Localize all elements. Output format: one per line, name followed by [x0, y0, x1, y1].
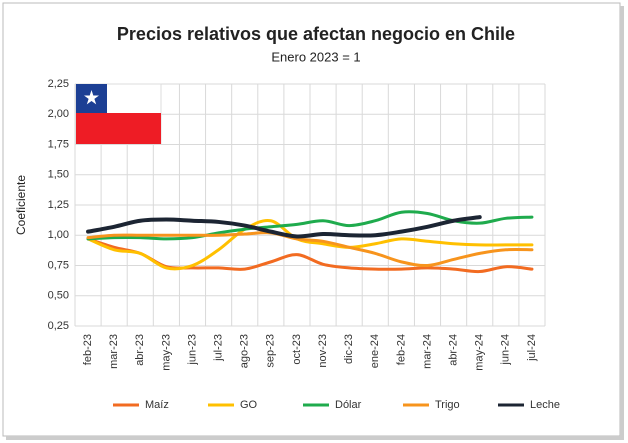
- flag-red: [76, 113, 161, 144]
- x-tick-label: ene-24: [369, 334, 381, 368]
- y-axis-label: Coeficiente: [14, 175, 28, 235]
- x-tick-label: ago-23: [239, 334, 251, 368]
- y-tick-label: 2,25: [48, 78, 69, 90]
- x-tick-label: mar-24: [421, 334, 433, 369]
- y-tick-label: 1,50: [48, 169, 69, 181]
- x-tick-label: mar-23: [108, 334, 120, 369]
- shadow: [6, 436, 624, 440]
- legend-label: Leche: [530, 399, 560, 411]
- chart-title: Precios relativos que afectan negocio en…: [117, 24, 515, 44]
- y-tick-label: 1,00: [48, 229, 69, 241]
- x-tick-label: feb-23: [82, 334, 94, 365]
- legend-label: Maíz: [145, 399, 169, 411]
- y-tick-label: 0,25: [48, 320, 69, 332]
- y-tick-label: 0,75: [48, 259, 69, 271]
- y-tick-label: 2,00: [48, 108, 69, 120]
- x-tick-label: nov-23: [317, 334, 329, 368]
- chart-subtitle: Enero 2023 = 1: [271, 49, 360, 64]
- x-tick-label: jul-24: [526, 334, 538, 362]
- legend-label: Dólar: [335, 399, 362, 411]
- x-tick-label: abr-23: [134, 334, 146, 366]
- x-tick-label: sep-23: [265, 334, 277, 368]
- x-tick-label: may-24: [474, 334, 486, 371]
- flag: [75, 83, 162, 145]
- chart-frame: [2, 2, 621, 437]
- x-tick-label: feb-24: [395, 334, 407, 365]
- series-line: [86, 218, 534, 271]
- shadow: [620, 6, 624, 438]
- series-line: [86, 215, 482, 239]
- legend-label: GO: [240, 399, 258, 411]
- x-tick-label: jun-23: [186, 334, 198, 366]
- x-tick-label: jul-23: [213, 334, 225, 362]
- y-tick-label: 0,50: [48, 290, 69, 302]
- x-tick-label: oct-23: [291, 334, 303, 365]
- y-tick-label: 1,25: [48, 199, 69, 211]
- legend-label: Trigo: [435, 399, 460, 411]
- flag-star: [84, 90, 99, 105]
- x-tick-label: dic-23: [343, 334, 355, 364]
- x-tick-label: abr-24: [448, 334, 460, 366]
- x-tick-label: may-23: [160, 334, 172, 371]
- x-tick-label: jun-24: [500, 334, 512, 366]
- y-tick-label: 1,75: [48, 138, 69, 150]
- series-line: [86, 231, 534, 268]
